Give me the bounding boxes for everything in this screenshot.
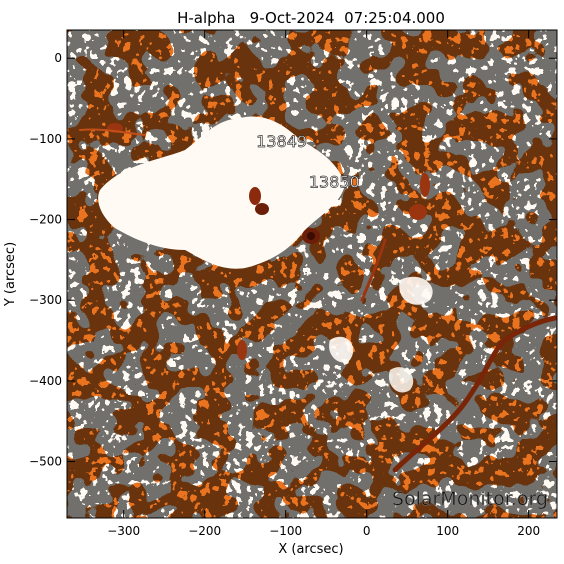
y-tick-label: −400: [29, 374, 62, 388]
h-alpha-image: 13849 13850 SolarMonitor.org: [67, 30, 557, 518]
plage-region: [98, 116, 345, 269]
filament: [392, 315, 557, 473]
region-label: 13849: [256, 132, 307, 151]
plage-patch: [329, 336, 354, 363]
x-tick-label: 0: [363, 524, 371, 538]
x-tick-label: −300: [107, 524, 140, 538]
plot-title: H-alpha 9-Oct-2024 07:25:04.000: [177, 9, 445, 27]
x-axis: −300 −200 −100 0 100 200: [107, 30, 540, 538]
y-tick-label: 0: [54, 51, 62, 65]
plage-patch: [388, 367, 414, 393]
x-tick-label: 100: [436, 524, 459, 538]
sunspot-group: [107, 123, 430, 360]
y-tick-label: −300: [29, 293, 62, 307]
region-label: 13850: [309, 172, 360, 191]
filament: [360, 238, 387, 302]
filament: [79, 128, 146, 136]
x-axis-label: X (arcsec): [278, 542, 343, 557]
y-axis: 0 −100 −200 −300 −400 −500: [29, 51, 557, 469]
plot-frame: [66, 29, 558, 519]
x-tick-label: −100: [269, 524, 302, 538]
y-tick-label: −100: [29, 132, 62, 146]
y-axis-label: Y (arcsec): [3, 242, 18, 307]
plage-patch: [399, 276, 433, 305]
chromospheric-network: [67, 30, 557, 518]
x-tick-label: −200: [188, 524, 221, 538]
watermark: SolarMonitor.org: [392, 488, 548, 510]
y-tick-label: −500: [29, 455, 62, 469]
y-tick-label: −200: [29, 213, 62, 227]
x-tick-label: 200: [517, 524, 540, 538]
